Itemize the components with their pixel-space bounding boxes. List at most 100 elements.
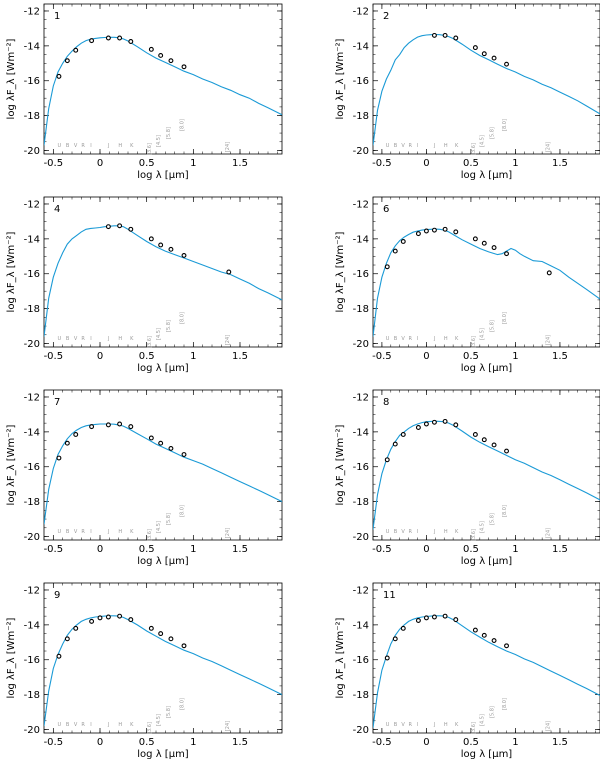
sed-panel-1: -0.5 0 0.5 1 1.5 -12 -14 -16 -18 -20 log λ [μm] log… [6, 3, 283, 181]
x-tick-label: -0.5 [44, 737, 64, 748]
photometry-point [481, 51, 487, 57]
y-axis-label: log λF_λ [Wm⁻²] [6, 231, 17, 312]
photometry-point [105, 422, 111, 428]
x-tick-label: 0.5 [139, 544, 155, 555]
y-tick-label: -20 [24, 725, 40, 736]
x-tick-label: 0 [423, 544, 429, 555]
photometry-point [148, 46, 154, 52]
photometry-point [89, 38, 95, 44]
x-axis-label: log λ [μm] [137, 556, 189, 567]
photometry-point [128, 39, 134, 44]
y-tick-label: -18 [353, 690, 369, 701]
photometry-point [168, 445, 174, 451]
photometry-point [491, 638, 497, 644]
photometry-point [384, 457, 390, 463]
band-letter: K [130, 336, 134, 342]
band-letter: I [90, 529, 91, 535]
x-tick-label: 0 [97, 351, 103, 362]
photometry-point [504, 643, 509, 649]
y-tick-label: -16 [24, 462, 40, 473]
photometry-point [73, 47, 79, 53]
y-tick-label: -20 [353, 532, 369, 543]
band-letter: U [57, 722, 61, 728]
photometry-point [472, 432, 478, 437]
x-tick-label: 1.5 [232, 158, 248, 169]
band-letter: H [118, 336, 122, 342]
y-axis-label: log λF_λ [Wm⁻²] [6, 38, 17, 119]
photometry-point [504, 448, 509, 454]
y-tick-label: -18 [24, 111, 40, 122]
model-sed-line [373, 228, 600, 337]
y-tick-label: -14 [24, 620, 40, 631]
irac-band-label: [8.0] [179, 119, 185, 131]
photometry-point [148, 435, 154, 441]
band-letter: K [130, 722, 134, 728]
x-tick-label: 0.5 [463, 351, 479, 362]
plot-frame [372, 582, 600, 734]
photometry-point [97, 615, 103, 621]
sed-panel-9: -0.5 0 0.5 1 1.5 -12 -14 -16 -18 -20 log λ [μm] log… [6, 582, 283, 760]
photometry-point [158, 242, 164, 248]
y-axis-label: log λF_λ [Wm⁻²] [6, 424, 17, 505]
mips-band-label: [24] [545, 528, 551, 538]
x-tick-label: 1 [190, 351, 196, 362]
y-tick-label: -12 [24, 392, 40, 403]
band-letter: R [81, 143, 85, 149]
model-sed-line [373, 33, 600, 146]
irac-band-label: [8.0] [502, 312, 508, 324]
x-tick-label: 0 [423, 737, 429, 748]
photometry-point [105, 35, 111, 41]
band-letter: I [417, 529, 418, 535]
mips-band-label: [24] [225, 528, 231, 538]
x-axis-label: log λ [μm] [461, 170, 513, 181]
x-tick-label: 0.5 [139, 158, 155, 169]
band-letter: H [118, 722, 122, 728]
photometry-point [168, 636, 174, 642]
panel-label: 7 [54, 397, 60, 408]
irac-band-label: [4.5] [480, 328, 486, 340]
mips-band-label: [24] [225, 721, 231, 731]
band-letter: B [394, 336, 398, 342]
photometry-point [128, 226, 134, 232]
panel-label: 4 [54, 204, 60, 215]
photometry-point [64, 636, 70, 642]
photometry-point [431, 614, 437, 620]
band-letter: R [81, 529, 85, 535]
x-tick-label: -0.5 [44, 351, 64, 362]
photometry-point [158, 53, 164, 58]
photometry-point [481, 632, 487, 638]
band-letter: H [118, 143, 122, 149]
band-letter: U [386, 143, 390, 149]
x-axis-label: log λ [μm] [137, 749, 189, 760]
x-tick-label: 1.5 [232, 351, 248, 362]
band-letter: I [90, 336, 91, 342]
photometry-point [481, 240, 487, 246]
band-letter: R [81, 336, 85, 342]
mips-band-label: [24] [545, 335, 551, 345]
photometry-point [73, 625, 79, 631]
photometry-point [472, 627, 478, 633]
irac-band-label: [4.5] [156, 714, 162, 726]
x-tick-label: 1.5 [232, 737, 248, 748]
mips-band-label: [24] [225, 142, 231, 152]
irac-band-label: [8.0] [179, 312, 185, 324]
irac-band-label: [8.0] [502, 505, 508, 517]
photometry-point [453, 422, 459, 428]
band-letter: B [394, 529, 398, 535]
photometry-point [415, 618, 421, 623]
x-tick-label: 0 [423, 158, 429, 169]
band-letter: I [417, 336, 418, 342]
photometry-point [546, 270, 552, 276]
band-letter: J [107, 143, 109, 149]
y-tick-label: -16 [24, 269, 40, 280]
photometry-point [431, 419, 437, 425]
x-tick-label: 1 [512, 544, 518, 555]
band-letter: J [433, 336, 435, 342]
photometry-point [181, 452, 187, 457]
y-tick-label: -14 [353, 41, 369, 52]
model-sed-line [44, 225, 282, 337]
photometry-point [64, 58, 70, 64]
irac-band-label: [3.6] [471, 143, 477, 155]
irac-band-label: [4.5] [480, 521, 486, 533]
y-tick-label: -20 [353, 146, 369, 157]
